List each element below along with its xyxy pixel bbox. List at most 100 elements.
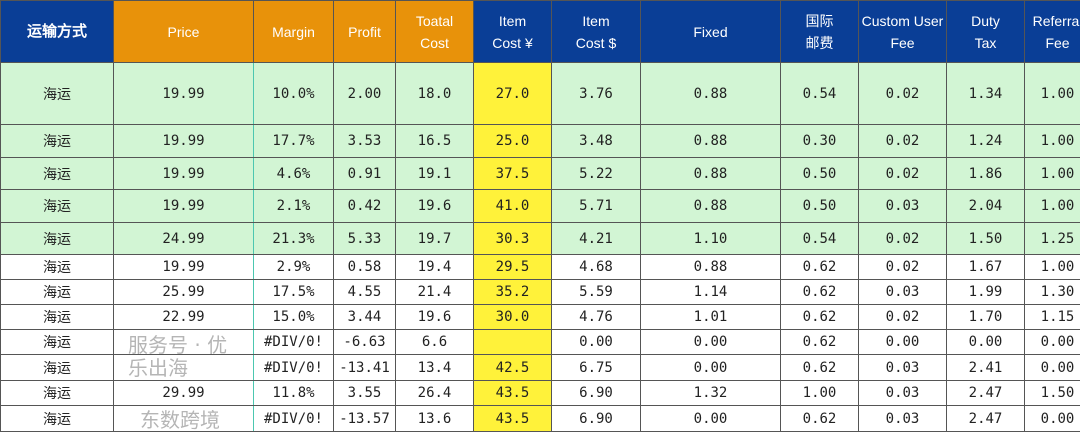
cell-profit[interactable]: 0.91 bbox=[333, 157, 396, 190]
cell-profit[interactable]: 2.00 bbox=[333, 62, 396, 125]
cell-item-cost-usd[interactable]: 5.22 bbox=[551, 157, 641, 190]
cell-item-cost-usd[interactable]: 5.59 bbox=[551, 279, 641, 305]
cell-custom-user-fee[interactable]: 0.02 bbox=[858, 254, 947, 280]
cell-margin[interactable]: #DIV/0! bbox=[253, 354, 334, 381]
header-total-cost[interactable]: Toatal Cost bbox=[395, 0, 474, 63]
cell-fixed[interactable]: 0.88 bbox=[640, 124, 781, 158]
cell-referral-fee[interactable]: 1.15 bbox=[1024, 304, 1080, 330]
cell-duty-tax[interactable]: 2.47 bbox=[946, 380, 1025, 406]
cell-referral-fee[interactable]: 1.00 bbox=[1024, 124, 1080, 158]
cell-custom-user-fee[interactable]: 0.02 bbox=[858, 62, 947, 125]
cell-intl-postage[interactable]: 0.62 bbox=[780, 354, 859, 381]
cell-fixed[interactable]: 0.88 bbox=[640, 62, 781, 125]
cell-custom-user-fee[interactable]: 0.02 bbox=[858, 304, 947, 330]
cell-duty-tax[interactable]: 1.24 bbox=[946, 124, 1025, 158]
cell-total-cost[interactable]: 21.4 bbox=[395, 279, 474, 305]
cell-intl-postage[interactable]: 0.62 bbox=[780, 279, 859, 305]
cell-custom-user-fee[interactable]: 0.00 bbox=[858, 329, 947, 355]
cell-total-cost[interactable]: 13.6 bbox=[395, 405, 474, 432]
header-item-cost-cny[interactable]: Item Cost ¥ bbox=[473, 0, 552, 63]
cell-intl-postage[interactable]: 0.54 bbox=[780, 62, 859, 125]
cell-shipping-method[interactable]: 海运 bbox=[0, 157, 114, 190]
cell-referral-fee[interactable]: 1.00 bbox=[1024, 62, 1080, 125]
cell-price[interactable]: 19.99 bbox=[113, 124, 254, 158]
header-margin[interactable]: Margin bbox=[253, 0, 334, 63]
header-referral-fee[interactable]: Referral Fee bbox=[1024, 0, 1080, 63]
cell-custom-user-fee[interactable]: 0.03 bbox=[858, 279, 947, 305]
cell-intl-postage[interactable]: 1.00 bbox=[780, 380, 859, 406]
cell-profit[interactable]: 3.55 bbox=[333, 380, 396, 406]
cell-margin[interactable]: #DIV/0! bbox=[253, 405, 334, 432]
cell-intl-postage[interactable]: 0.50 bbox=[780, 157, 859, 190]
header-price[interactable]: Price bbox=[113, 0, 254, 63]
cell-item-cost-usd[interactable]: 6.90 bbox=[551, 380, 641, 406]
cell-total-cost[interactable]: 18.0 bbox=[395, 62, 474, 125]
cell-profit[interactable]: 3.44 bbox=[333, 304, 396, 330]
cell-shipping-method[interactable]: 海运 bbox=[0, 124, 114, 158]
cell-profit[interactable]: -13.41 bbox=[333, 354, 396, 381]
cell-item-cost-cny[interactable]: 30.3 bbox=[473, 222, 552, 255]
cell-duty-tax[interactable]: 2.47 bbox=[946, 405, 1025, 432]
cell-intl-postage[interactable]: 0.54 bbox=[780, 222, 859, 255]
header-custom-user-fee[interactable]: Custom User Fee bbox=[858, 0, 947, 63]
cell-profit[interactable]: -13.57 bbox=[333, 405, 396, 432]
cell-fixed[interactable]: 0.88 bbox=[640, 157, 781, 190]
cell-price[interactable] bbox=[113, 405, 254, 432]
cell-total-cost[interactable]: 19.7 bbox=[395, 222, 474, 255]
cell-price[interactable]: 19.99 bbox=[113, 62, 254, 125]
cell-profit[interactable]: 0.58 bbox=[333, 254, 396, 280]
cell-item-cost-cny[interactable] bbox=[473, 329, 552, 355]
cell-custom-user-fee[interactable]: 0.02 bbox=[858, 222, 947, 255]
cell-price[interactable]: 24.99 bbox=[113, 222, 254, 255]
cell-price[interactable] bbox=[113, 329, 254, 355]
cell-referral-fee[interactable]: 1.50 bbox=[1024, 380, 1080, 406]
cell-fixed[interactable]: 0.88 bbox=[640, 254, 781, 280]
cell-total-cost[interactable]: 19.6 bbox=[395, 304, 474, 330]
header-fixed[interactable]: Fixed bbox=[640, 0, 781, 63]
cell-duty-tax[interactable]: 1.50 bbox=[946, 222, 1025, 255]
cell-item-cost-usd[interactable]: 3.76 bbox=[551, 62, 641, 125]
header-intl-postage[interactable]: 国际 邮费 bbox=[780, 0, 859, 63]
cell-shipping-method[interactable]: 海运 bbox=[0, 304, 114, 330]
cell-referral-fee[interactable]: 1.30 bbox=[1024, 279, 1080, 305]
cell-margin[interactable]: 10.0% bbox=[253, 62, 334, 125]
cell-duty-tax[interactable]: 1.67 bbox=[946, 254, 1025, 280]
cell-total-cost[interactable]: 26.4 bbox=[395, 380, 474, 406]
cell-duty-tax[interactable]: 1.99 bbox=[946, 279, 1025, 305]
cell-intl-postage[interactable]: 0.30 bbox=[780, 124, 859, 158]
cell-margin[interactable]: 15.0% bbox=[253, 304, 334, 330]
cell-item-cost-cny[interactable]: 30.0 bbox=[473, 304, 552, 330]
cell-shipping-method[interactable]: 海运 bbox=[0, 380, 114, 406]
cell-duty-tax[interactable]: 1.34 bbox=[946, 62, 1025, 125]
cell-price[interactable]: 29.99 bbox=[113, 380, 254, 406]
cell-total-cost[interactable]: 19.4 bbox=[395, 254, 474, 280]
cell-margin[interactable]: 17.7% bbox=[253, 124, 334, 158]
cell-duty-tax[interactable]: 2.04 bbox=[946, 189, 1025, 223]
cell-custom-user-fee[interactable]: 0.03 bbox=[858, 380, 947, 406]
cell-fixed[interactable]: 1.10 bbox=[640, 222, 781, 255]
cell-item-cost-cny[interactable]: 27.0 bbox=[473, 62, 552, 125]
cell-item-cost-usd[interactable]: 4.68 bbox=[551, 254, 641, 280]
header-shipping-method[interactable]: 运输方式 bbox=[0, 0, 114, 63]
cell-profit[interactable]: 4.55 bbox=[333, 279, 396, 305]
cell-margin[interactable]: 2.1% bbox=[253, 189, 334, 223]
cell-shipping-method[interactable]: 海运 bbox=[0, 279, 114, 305]
cell-fixed[interactable]: 1.14 bbox=[640, 279, 781, 305]
cell-duty-tax[interactable]: 2.41 bbox=[946, 354, 1025, 381]
cell-item-cost-usd[interactable]: 3.48 bbox=[551, 124, 641, 158]
cell-profit[interactable]: -6.63 bbox=[333, 329, 396, 355]
cell-item-cost-cny[interactable]: 29.5 bbox=[473, 254, 552, 280]
cell-item-cost-usd[interactable]: 6.75 bbox=[551, 354, 641, 381]
cell-price[interactable]: 25.99 bbox=[113, 279, 254, 305]
cell-item-cost-cny[interactable]: 43.5 bbox=[473, 380, 552, 406]
cell-shipping-method[interactable]: 海运 bbox=[0, 354, 114, 381]
cell-shipping-method[interactable]: 海运 bbox=[0, 62, 114, 125]
cell-item-cost-usd[interactable]: 0.00 bbox=[551, 329, 641, 355]
cell-referral-fee[interactable]: 1.00 bbox=[1024, 157, 1080, 190]
header-duty-tax[interactable]: Duty Tax bbox=[946, 0, 1025, 63]
cell-price[interactable] bbox=[113, 354, 254, 381]
cell-shipping-method[interactable]: 海运 bbox=[0, 254, 114, 280]
cell-item-cost-usd[interactable]: 4.76 bbox=[551, 304, 641, 330]
cell-fixed[interactable]: 0.00 bbox=[640, 354, 781, 381]
cell-fixed[interactable]: 0.00 bbox=[640, 405, 781, 432]
